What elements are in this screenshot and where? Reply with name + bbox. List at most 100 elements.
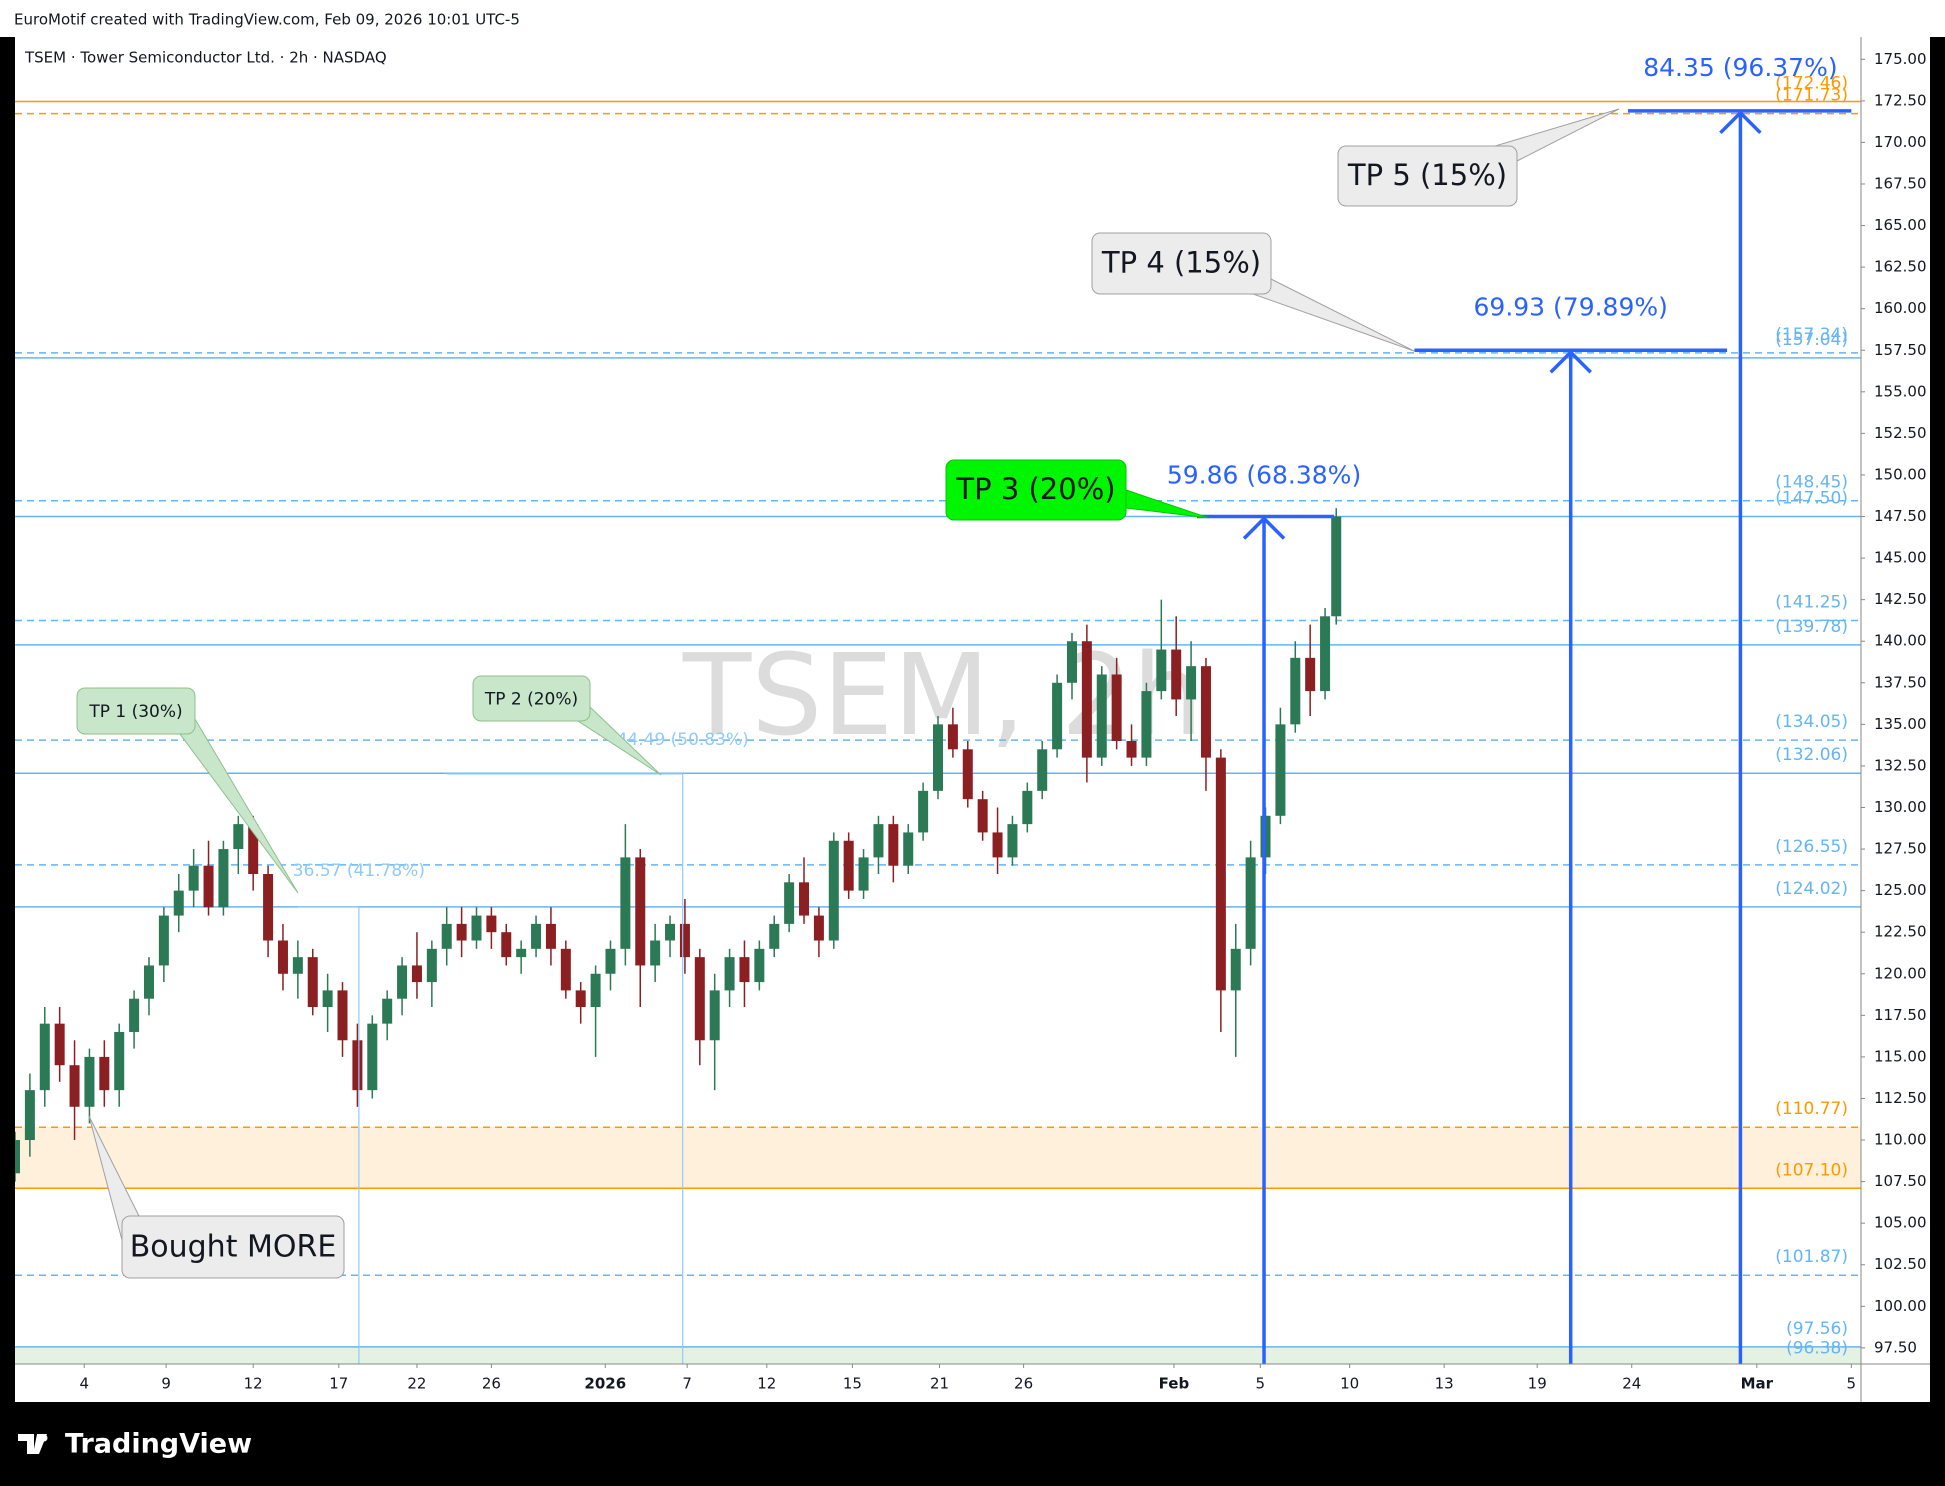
level-label: (139.78) xyxy=(1775,617,1848,637)
callout-box xyxy=(472,675,591,722)
x-tick-label: 15 xyxy=(843,1375,862,1393)
candle-body xyxy=(545,923,556,949)
candle-body xyxy=(1320,616,1331,692)
candle-body xyxy=(590,973,601,1008)
measure-label: 44.49 (50.83%) xyxy=(617,730,749,750)
candle-body xyxy=(1052,682,1063,750)
x-tick-label: 13 xyxy=(1435,1375,1454,1393)
callout-box xyxy=(945,459,1127,521)
y-tick-label: 122.50 xyxy=(1874,923,1927,941)
candle-body xyxy=(352,1040,363,1091)
y-tick-label: 132.50 xyxy=(1874,756,1927,774)
plot-area: TSEM, 2h xyxy=(15,100,1861,1364)
candle-body xyxy=(456,923,467,941)
x-tick-label: 24 xyxy=(1622,1375,1641,1393)
callout-box xyxy=(1091,232,1272,295)
logo-text: TradingView xyxy=(65,1429,252,1460)
measure-label: 69.93 (79.89%) xyxy=(1474,292,1668,321)
candle-body xyxy=(1230,948,1241,991)
candle-body xyxy=(1245,857,1256,949)
candle-body xyxy=(426,948,437,983)
header-text: EuroMotif created with TradingView.com, … xyxy=(14,11,520,29)
candle-body xyxy=(605,948,616,974)
x-tick-label: 26 xyxy=(482,1375,501,1393)
candle-body xyxy=(575,990,586,1008)
measure-label: 84.35 (96.37%) xyxy=(1643,53,1837,82)
y-tick-label: 155.00 xyxy=(1874,382,1927,400)
y-tick-label: 97.50 xyxy=(1874,1338,1917,1356)
candle-body xyxy=(15,1140,20,1174)
candle-body xyxy=(813,915,824,941)
callout: TP 1 (30%) xyxy=(76,687,299,894)
candle-body xyxy=(784,882,795,924)
y-tick-label: 175.00 xyxy=(1874,50,1927,68)
x-tick-label: 19 xyxy=(1528,1375,1547,1393)
candle-body xyxy=(873,824,884,858)
candle-body xyxy=(233,824,244,850)
candle-body xyxy=(203,865,214,908)
y-tick-label: 145.00 xyxy=(1874,549,1927,567)
callout: TP 5 (15%) xyxy=(1337,108,1620,207)
level-label: (96.38) xyxy=(1786,1338,1848,1358)
y-tick-label: 120.00 xyxy=(1874,964,1927,982)
candle-body xyxy=(1331,516,1342,617)
level-label: (157.04) xyxy=(1775,330,1848,350)
x-tick-label: 9 xyxy=(161,1375,171,1393)
candle-body xyxy=(1007,824,1018,858)
candle-body xyxy=(665,923,676,941)
y-tick-label: 160.00 xyxy=(1874,299,1927,317)
y-tick-label: 117.50 xyxy=(1874,1006,1927,1024)
candle-body xyxy=(560,948,571,991)
candle-body xyxy=(158,915,169,966)
x-tick-label: 12 xyxy=(757,1375,776,1393)
candle-body xyxy=(277,940,288,974)
candle-body xyxy=(799,882,810,916)
candle-body xyxy=(129,998,140,1032)
y-tick-label: 167.50 xyxy=(1874,174,1927,192)
level-label: (107.10) xyxy=(1775,1160,1848,1180)
candle-body xyxy=(1290,657,1301,725)
level-label: (126.55) xyxy=(1775,837,1848,857)
x-tick-label: 4 xyxy=(79,1375,89,1393)
y-tick-label: 112.50 xyxy=(1874,1089,1927,1107)
y-tick-label: 100.00 xyxy=(1874,1297,1927,1315)
callout: Bought MORE xyxy=(88,1115,345,1279)
callout-text: TP 1 (30%) xyxy=(88,702,182,722)
candle-body xyxy=(1200,666,1211,758)
candle-body xyxy=(69,1065,80,1107)
candle-body xyxy=(709,990,720,1041)
level-label: (147.50) xyxy=(1775,489,1848,509)
y-tick-label: 105.00 xyxy=(1874,1214,1927,1232)
plot: TSEM, 2h (172.46)(171.73) (157.34)(157.04)… xyxy=(15,50,1927,1393)
callout: TP 3 (20%) xyxy=(945,459,1210,521)
candle-body xyxy=(1096,674,1107,758)
candle-body xyxy=(888,824,899,866)
x-tick-label: 7 xyxy=(682,1375,692,1393)
level-label: (97.56) xyxy=(1786,1319,1848,1339)
level-label: (124.02) xyxy=(1775,879,1848,899)
candle-body xyxy=(143,965,154,999)
candle-body xyxy=(947,724,958,750)
level-label: (172.46) xyxy=(1775,74,1848,94)
candle-body xyxy=(1171,649,1182,700)
candle-body xyxy=(307,957,318,1008)
candle-body xyxy=(1156,649,1167,692)
arrow-head xyxy=(1719,110,1762,135)
logo-icon xyxy=(18,1434,47,1454)
callout-text: TP 3 (20%) xyxy=(955,472,1115,506)
candle-body xyxy=(531,923,542,949)
candle-body xyxy=(218,849,229,908)
measure-label: 59.86 (68.38%) xyxy=(1167,461,1361,490)
x-tick-label: 17 xyxy=(329,1375,348,1393)
y-tick-label: 110.00 xyxy=(1874,1131,1927,1149)
candle-body xyxy=(1215,757,1226,991)
candle-body xyxy=(650,940,661,966)
candle-body xyxy=(337,990,348,1041)
y-tick-label: 170.00 xyxy=(1874,133,1927,151)
symbol-info: TSEM · Tower Semiconductor Ltd. · 2h · N… xyxy=(24,49,387,67)
level-label: (141.25) xyxy=(1775,592,1848,612)
x-tick-label: 5 xyxy=(1847,1375,1857,1393)
y-tick-label: 115.00 xyxy=(1874,1047,1927,1065)
y-tick-label: 147.50 xyxy=(1874,507,1927,525)
candle-body xyxy=(486,915,497,933)
